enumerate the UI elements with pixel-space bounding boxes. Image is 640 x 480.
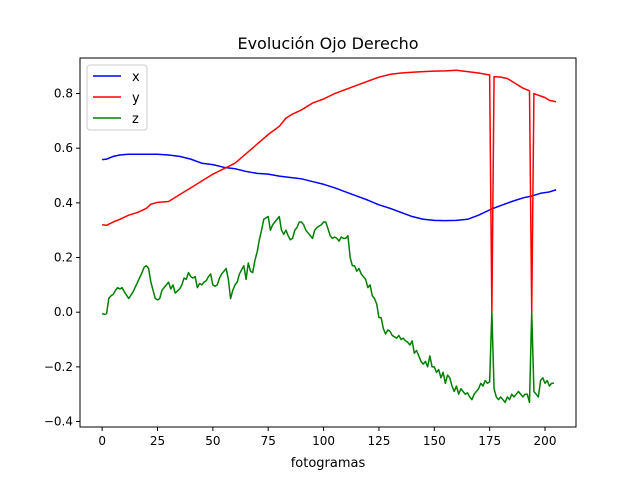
legend: xyz	[86, 64, 148, 131]
y-tick-label: −0.2	[44, 360, 73, 374]
y-tick-label: 0.8	[54, 87, 73, 101]
legend-label-x: x	[132, 70, 140, 85]
y-tick-label: 0.2	[54, 251, 73, 265]
chart-title: Evolución Ojo Derecho	[237, 34, 418, 53]
plot-area	[80, 58, 576, 427]
x-tick-label: 100	[312, 434, 335, 448]
y-tick-label: 0.6	[54, 141, 73, 155]
x-tick-label: 200	[534, 434, 557, 448]
plot-frame	[79, 57, 577, 428]
x-tick-label: 75	[261, 434, 276, 448]
legend-label-z: z	[132, 112, 139, 127]
x-tick-label: 25	[150, 434, 165, 448]
series-layer	[101, 69, 557, 404]
y-tick-label: 0.4	[54, 196, 73, 210]
x-axis-label: fotogramas	[291, 456, 366, 471]
x-tick-label: 125	[367, 434, 390, 448]
y-tick-label: 0.0	[54, 305, 73, 319]
ticks-layer: 0 25 50 75 100 125 150 175 200 −0.4 −0.2 0.0 0.2 0.4 0…	[44, 87, 557, 448]
x-tick-label: 150	[423, 434, 446, 448]
legend-label-y: y	[132, 91, 140, 106]
y-tick-label: −0.4	[44, 415, 73, 429]
x-tick-label: 0	[98, 434, 106, 448]
series-line-x	[102, 153, 557, 222]
series-line-z	[101, 215, 554, 404]
x-tick-label: 50	[205, 434, 220, 448]
x-tick-label: 175	[478, 434, 501, 448]
series-line-y	[102, 69, 557, 313]
